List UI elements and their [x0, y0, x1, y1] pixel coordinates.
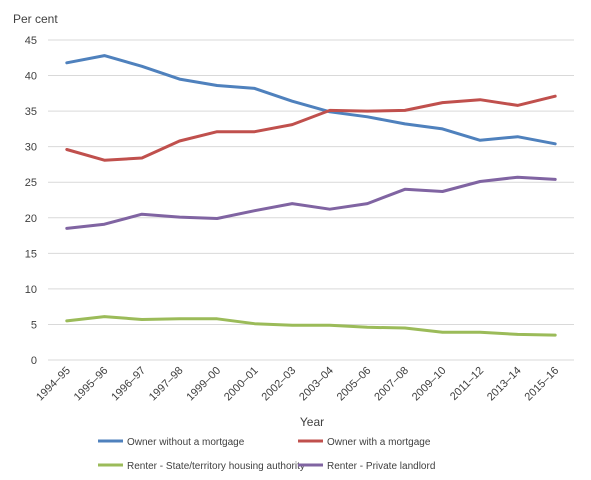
data-point [65, 148, 68, 151]
data-point [178, 215, 181, 219]
data-point [178, 139, 181, 143]
data-point [178, 317, 181, 320]
data-point [103, 158, 106, 162]
y-tick-label: 25 [25, 177, 37, 189]
y-axis-label: Per cent [13, 12, 58, 26]
x-tick-label: 1994–95 [34, 365, 73, 404]
x-tick-label: 2005–06 [335, 365, 374, 404]
gridlines [48, 39, 574, 361]
data-point [516, 176, 519, 179]
legend-item: Owner without a mortgage [98, 437, 245, 448]
data-point [328, 323, 331, 327]
y-tick-label: 20 [25, 213, 37, 225]
data-point [328, 208, 331, 211]
x-axis-label: Year [300, 415, 324, 429]
legend-item: Renter - State/territory housing authori… [98, 461, 305, 472]
data-point [366, 202, 369, 205]
x-tick-label: 2002–03 [260, 365, 299, 404]
data-point [140, 65, 144, 68]
data-point [478, 180, 482, 183]
data-point [215, 84, 219, 87]
data-point [253, 209, 256, 212]
data-point [103, 54, 106, 57]
series-line-3 [65, 315, 557, 337]
data-point [140, 156, 144, 160]
y-tick-label: 35 [25, 106, 37, 118]
x-tick-label: 2003–04 [297, 365, 336, 404]
data-point [403, 326, 407, 330]
data-point [516, 333, 519, 336]
y-tick-label: 40 [25, 71, 37, 83]
x-tick-label: 2015–16 [523, 365, 562, 404]
data-point [366, 115, 369, 119]
x-tick-label: 1999–00 [184, 365, 223, 404]
data-point [253, 322, 256, 325]
data-point [103, 315, 106, 318]
data-point [554, 142, 557, 146]
data-point [253, 87, 256, 90]
data-point [554, 178, 557, 181]
data-point [554, 333, 557, 337]
data-point [328, 109, 331, 112]
legend-label: Owner without a mortgage [127, 437, 245, 448]
y-tick-label: 0 [31, 355, 37, 367]
data-point [65, 319, 68, 323]
y-tick-label: 45 [25, 35, 37, 47]
data-point [516, 135, 519, 138]
y-tick-label: 30 [25, 142, 37, 154]
series-line-1 [65, 54, 557, 146]
legend-label: Renter - State/territory housing authori… [127, 461, 305, 472]
data-point [554, 94, 557, 98]
data-point [366, 109, 369, 113]
data-point [441, 190, 444, 193]
x-tick-label: 2009–10 [410, 365, 449, 404]
x-tick-label: 2013–14 [485, 365, 524, 404]
data-point [478, 331, 482, 334]
y-tick-label: 15 [25, 248, 37, 260]
x-tick-label: 1996–97 [109, 365, 148, 404]
y-tick-label: 10 [25, 284, 37, 296]
data-point [215, 217, 219, 220]
data-point [140, 318, 144, 321]
series-lines [65, 54, 557, 337]
data-point [478, 98, 482, 101]
x-axis-ticks: 1994–951995–961996–971997–981999–002000–… [34, 365, 561, 404]
x-tick-label: 2007–08 [372, 365, 411, 404]
data-point [103, 222, 106, 226]
data-point [215, 130, 219, 133]
legend-label: Owner with a mortgage [327, 437, 431, 448]
data-point [403, 188, 407, 191]
data-point [215, 317, 219, 320]
data-point [253, 130, 256, 133]
y-axis-ticks: 0 5 10 15 20 25 30 35 40 45 [25, 35, 37, 367]
data-point [441, 127, 444, 131]
legend-item: Renter - Private landlord [298, 461, 435, 472]
y-tick-label: 5 [31, 319, 37, 331]
data-point [178, 77, 181, 81]
data-point [403, 109, 407, 112]
data-point [441, 101, 444, 104]
data-point [65, 61, 68, 64]
x-tick-label: 2000–01 [222, 365, 261, 404]
legend: Owner without a mortgage Owner with a mor… [98, 437, 435, 472]
legend-item: Owner with a mortgage [298, 437, 431, 448]
data-point [291, 323, 294, 327]
data-point [65, 227, 68, 230]
x-tick-label: 1995–96 [72, 365, 111, 404]
data-point [366, 326, 369, 329]
data-point [441, 331, 444, 334]
data-point [291, 123, 294, 126]
series-line-2 [65, 94, 557, 162]
legend-label: Renter - Private landlord [327, 461, 435, 472]
x-tick-label: 1997–98 [147, 365, 186, 404]
data-point [291, 202, 294, 205]
data-point [140, 213, 144, 216]
data-point [478, 139, 482, 142]
x-tick-label: 2011–12 [448, 365, 486, 403]
data-point [291, 99, 294, 103]
data-point [516, 104, 519, 107]
data-point [403, 122, 407, 126]
series-line-4 [65, 175, 557, 230]
